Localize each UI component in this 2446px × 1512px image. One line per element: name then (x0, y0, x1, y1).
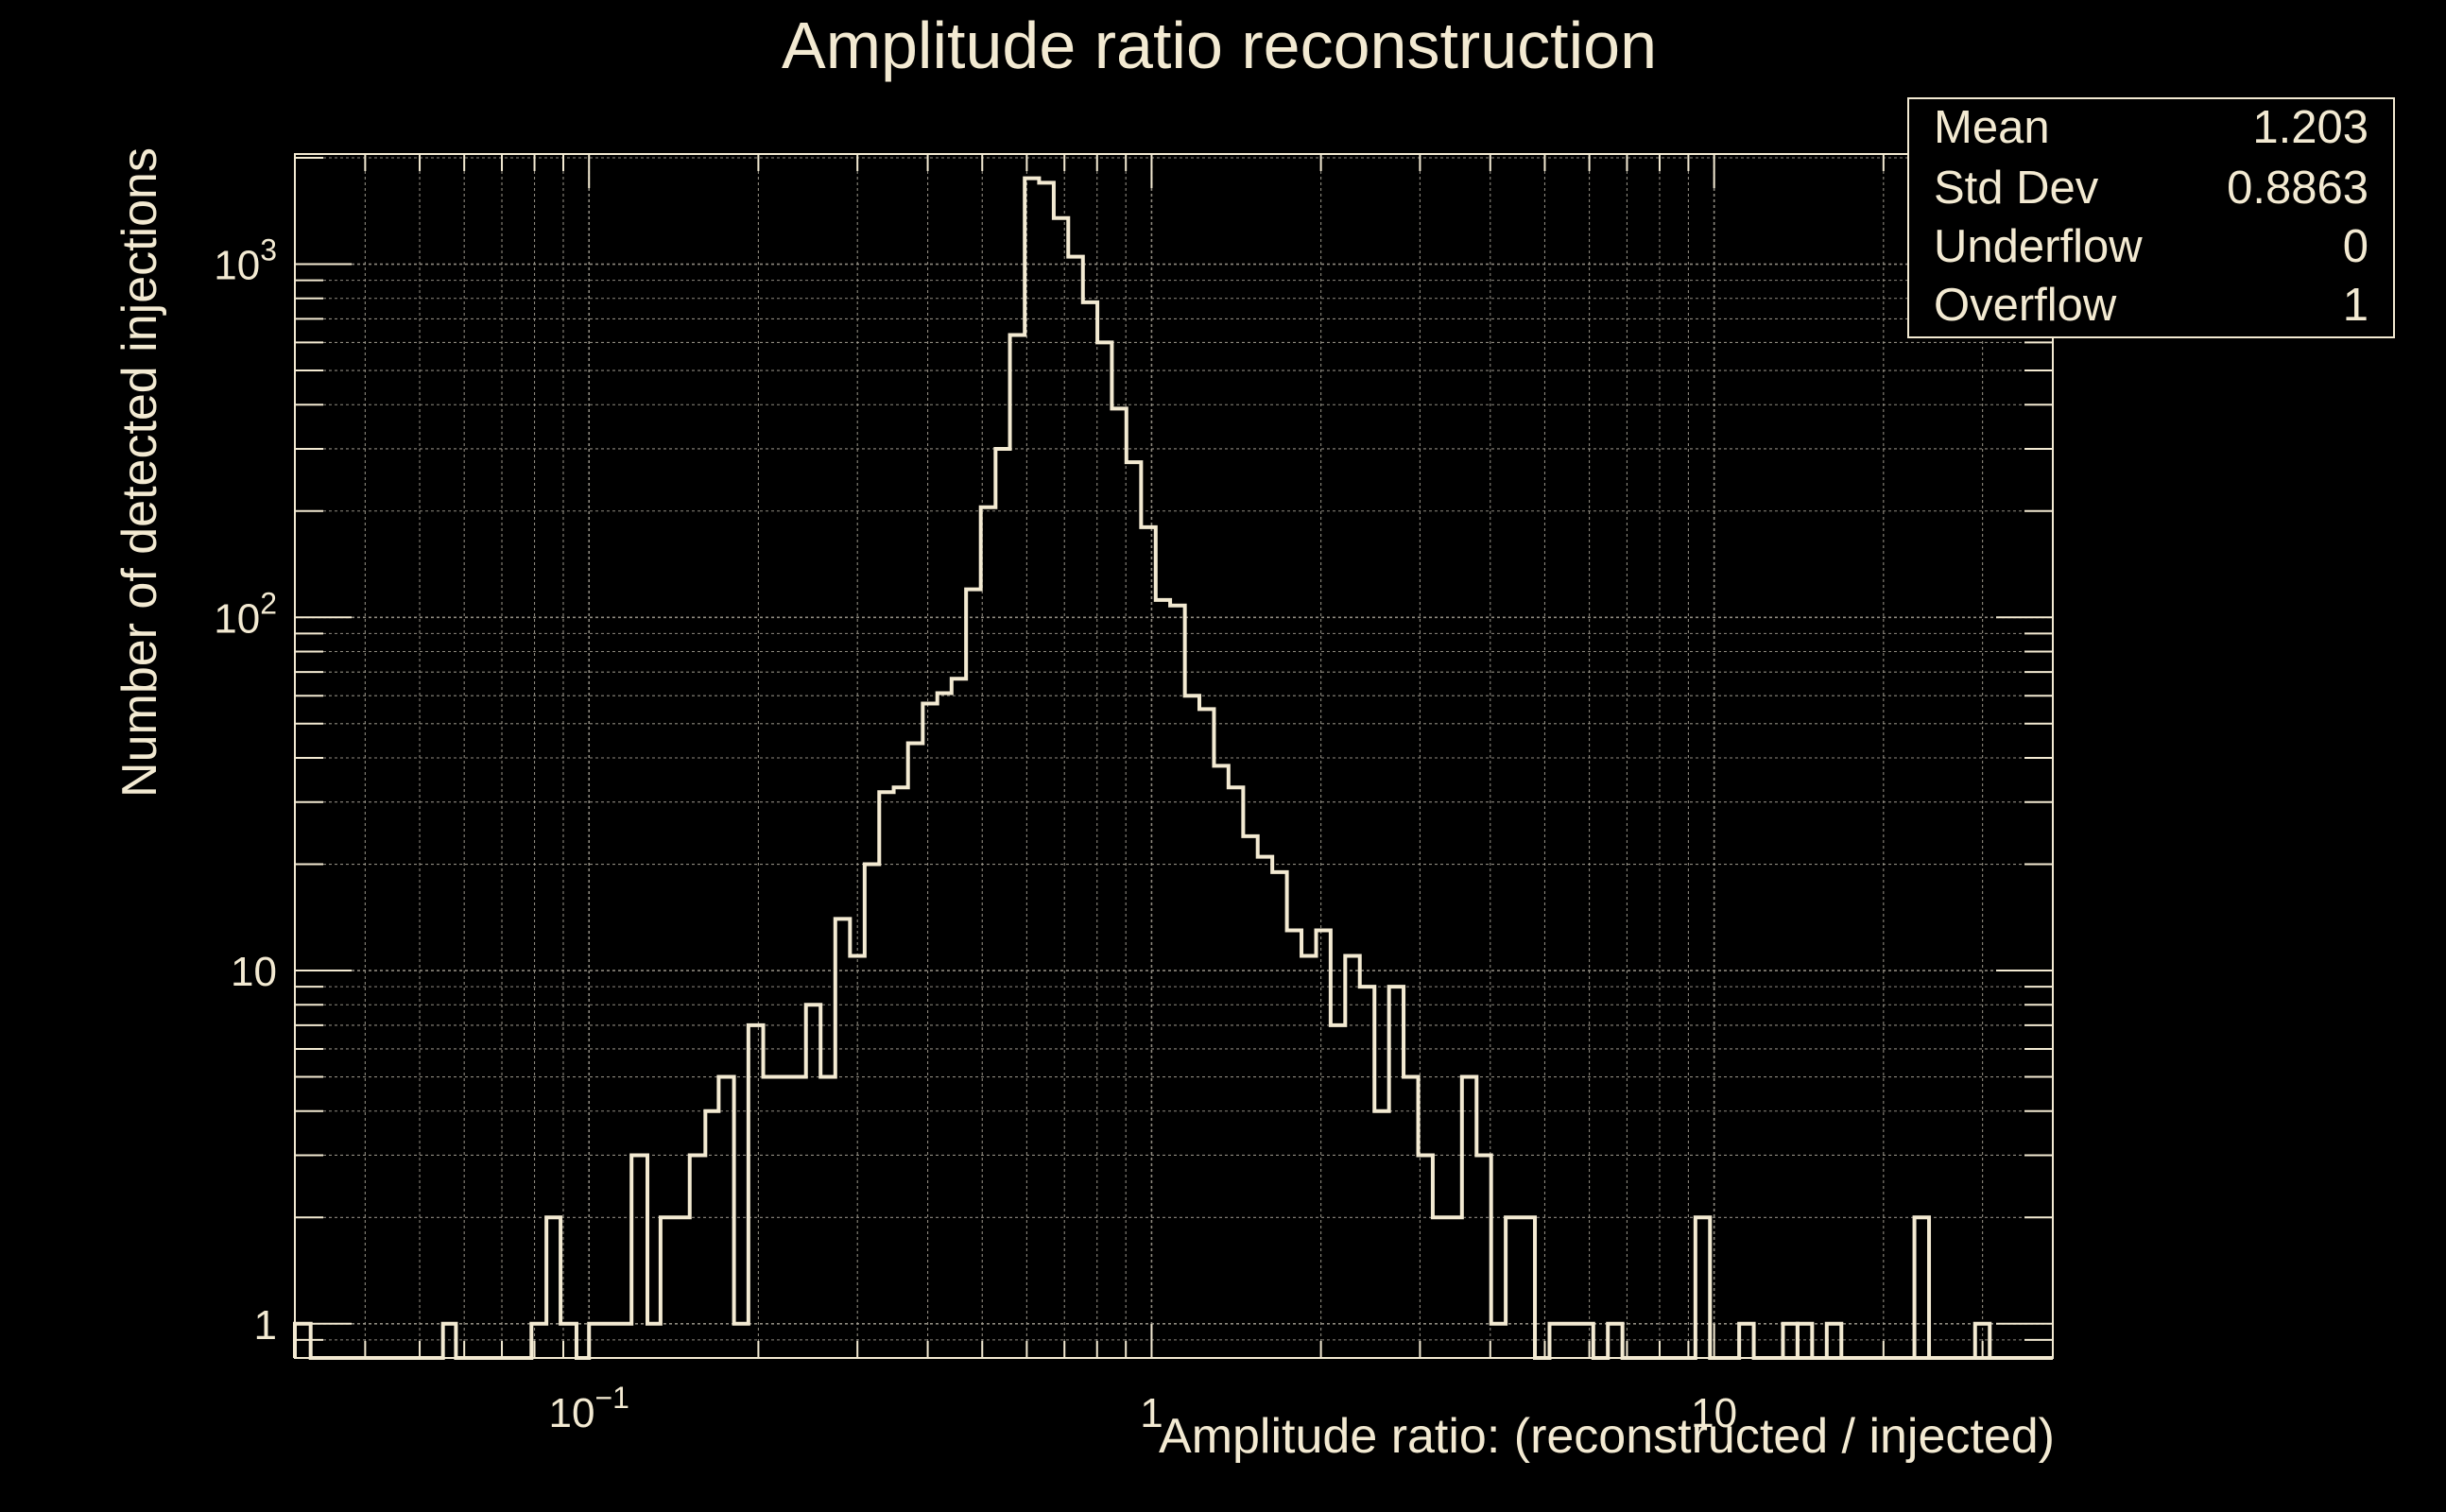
y-tick-label: 103 (214, 233, 277, 289)
x-tick-label: 1 (1140, 1390, 1163, 1436)
y-axis-label: Number of detected injections (112, 147, 167, 798)
stats-label: Overflow (1934, 280, 2117, 331)
axes-layer (294, 153, 2054, 1359)
stats-box: Mean 1.203 Std Dev 0.8863 Underflow 0 Ov… (1907, 97, 2395, 338)
stats-label: Mean (1934, 102, 2050, 153)
stats-value: 1 (2342, 280, 2368, 331)
stats-row-std-dev: Std Dev 0.8863 (1909, 162, 2393, 222)
y-tick-label: 10 (231, 949, 277, 995)
stats-value: 1.203 (2252, 102, 2368, 153)
histogram-bar (1912, 1215, 1932, 1358)
stats-value: 0.8863 (2227, 163, 2368, 214)
stats-label: Underflow (1934, 221, 2143, 272)
tick-labels: 10−1 1 10 1 10 102 103 (214, 233, 1737, 1436)
plot-frame (294, 153, 2054, 1359)
histogram-bar (1795, 1321, 1815, 1358)
stats-row-overflow: Overflow 1 (1909, 279, 2393, 339)
x-tick-label: 10 (1691, 1390, 1737, 1436)
histogram-step-line (293, 176, 1783, 1360)
histogram-bar (1972, 1321, 1992, 1358)
chart-title: Amplitude ratio reconstruction (782, 9, 1657, 82)
y-tick-label: 1 (254, 1302, 277, 1349)
x-tick-label: 10−1 (549, 1381, 629, 1436)
stats-label: Std Dev (1934, 163, 2099, 214)
stats-row-mean: Mean 1.203 (1909, 101, 2393, 162)
grid-layer (294, 154, 2054, 1359)
histogram-layer (293, 176, 2053, 1360)
stats-row-underflow: Underflow 0 (1909, 220, 2393, 281)
histogram-bar (1824, 1321, 1844, 1358)
x-axis-label: Amplitude ratio: (reconstructed / inject… (1159, 1409, 2055, 1464)
y-tick-label: 102 (214, 586, 277, 642)
stats-value: 0 (2342, 221, 2368, 272)
histogram-bar (1781, 1321, 1800, 1358)
